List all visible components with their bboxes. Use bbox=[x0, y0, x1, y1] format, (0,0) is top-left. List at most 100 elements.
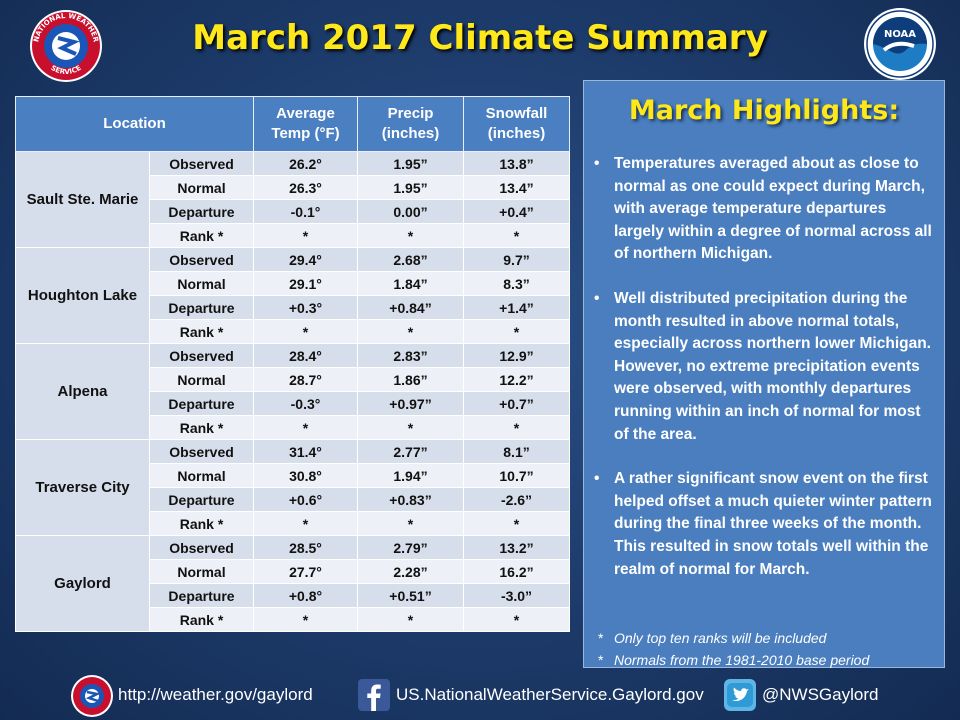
highlight-bullet-1: Temperatures averaged about as close to … bbox=[594, 153, 936, 266]
table-header-row: Location Average Temp (°F) Precip (inches)… bbox=[15, 96, 570, 152]
page-title: March 2017 Climate Summary bbox=[192, 18, 768, 58]
header-temp-line2: Temp (°F) bbox=[271, 125, 340, 142]
row-label: Normal bbox=[149, 367, 254, 392]
snowfall-value: 13.2” bbox=[463, 535, 570, 560]
table-row: Normal 30.8° 1.94” 10.7” bbox=[16, 463, 570, 488]
table-row: Rank * * * * bbox=[16, 223, 570, 248]
table-row: Rank * * * * bbox=[16, 415, 570, 440]
footnote-normals: * Normals from the 1981-2010 base period bbox=[598, 649, 869, 671]
location-name: Traverse City bbox=[15, 439, 150, 536]
precip-value: 2.68” bbox=[357, 247, 464, 272]
snowfall-value: 12.9” bbox=[463, 343, 570, 368]
temp-value: * bbox=[253, 223, 358, 248]
precip-value: +0.83” bbox=[357, 487, 464, 512]
location-name: Alpena bbox=[15, 343, 150, 440]
temp-value: 26.2° bbox=[253, 151, 358, 176]
header-snow-line1: Snowfall bbox=[485, 105, 548, 122]
row-label: Observed bbox=[149, 151, 254, 176]
temp-value: 28.7° bbox=[253, 367, 358, 392]
table-row: Traverse City Observed 31.4° 2.77” 8.1” bbox=[15, 439, 570, 536]
precip-value: 1.94” bbox=[357, 463, 464, 488]
temp-value: +0.3° bbox=[253, 295, 358, 320]
temp-value: * bbox=[253, 607, 358, 632]
precip-value: 1.84” bbox=[357, 271, 464, 296]
twitter-icon[interactable] bbox=[724, 679, 756, 711]
precip-value: * bbox=[357, 511, 464, 536]
table-row: Departure +0.8° +0.51” -3.0” bbox=[16, 583, 570, 608]
row-label: Departure bbox=[149, 391, 254, 416]
temp-value: -0.1° bbox=[253, 199, 358, 224]
precip-value: * bbox=[357, 223, 464, 248]
table-row: Normal 26.3° 1.95” 13.4” bbox=[16, 175, 570, 200]
table-row: Sault Ste. Marie Observed 26.2° 1.95” 13.8” bbox=[15, 151, 570, 248]
row-label: Departure bbox=[149, 199, 254, 224]
temp-value: +0.6° bbox=[253, 487, 358, 512]
snowfall-value: 13.8” bbox=[463, 151, 570, 176]
header-snow-line2: (inches) bbox=[487, 125, 546, 142]
header-temp: Average Temp (°F) bbox=[253, 96, 358, 152]
nws-logo: NATIONAL WEATHER SERVICE bbox=[30, 10, 102, 82]
highlight-bullet-3: A rather significant snow event on the f… bbox=[594, 468, 936, 581]
location-name: Sault Ste. Marie bbox=[15, 151, 150, 248]
header-precip: Precip (inches) bbox=[357, 96, 464, 152]
website-link[interactable]: http://weather.gov/gaylord bbox=[118, 685, 313, 704]
highlight-bullet-2: Well distributed precipitation during th… bbox=[594, 288, 936, 446]
precip-value: * bbox=[357, 415, 464, 440]
table-row: Houghton Lake Observed 29.4° 2.68” 9.7” bbox=[15, 247, 570, 344]
row-label: Rank * bbox=[149, 223, 254, 248]
row-label: Rank * bbox=[149, 319, 254, 344]
snowfall-value: 12.2” bbox=[463, 367, 570, 392]
temp-value: 29.1° bbox=[253, 271, 358, 296]
precip-value: 2.77” bbox=[357, 439, 464, 464]
row-label: Observed bbox=[149, 439, 254, 464]
snowfall-value: 9.7” bbox=[463, 247, 570, 272]
snowfall-value: * bbox=[463, 511, 570, 536]
row-label: Departure bbox=[149, 487, 254, 512]
header-location: Location bbox=[15, 96, 254, 152]
header-precip-line2: (inches) bbox=[381, 125, 440, 142]
facebook-icon[interactable] bbox=[358, 679, 390, 711]
precip-value: 1.95” bbox=[357, 151, 464, 176]
snowfall-value: -2.6” bbox=[463, 487, 570, 512]
row-label: Normal bbox=[149, 175, 254, 200]
table-row: Departure -0.3° +0.97” +0.7” bbox=[16, 391, 570, 416]
temp-value: 31.4° bbox=[253, 439, 358, 464]
row-label: Observed bbox=[149, 343, 254, 368]
facebook-link[interactable]: US.NationalWeatherService.Gaylord.gov bbox=[396, 685, 704, 704]
row-label: Normal bbox=[149, 271, 254, 296]
precip-value: 2.79” bbox=[357, 535, 464, 560]
footnotes: * Only top ten ranks will be included * No… bbox=[598, 627, 869, 671]
snowfall-value: * bbox=[463, 415, 570, 440]
header-precip-line1: Precip bbox=[387, 105, 434, 122]
precip-value: 0.00” bbox=[357, 199, 464, 224]
row-label: Departure bbox=[149, 295, 254, 320]
row-label: Observed bbox=[149, 247, 254, 272]
precip-value: 2.28” bbox=[357, 559, 464, 584]
snowfall-value: 13.4” bbox=[463, 175, 570, 200]
highlights-panel: March Highlights: Temperatures averaged … bbox=[583, 80, 945, 668]
temp-value: 27.7° bbox=[253, 559, 358, 584]
noaa-logo: NOAA bbox=[864, 8, 936, 80]
precip-value: 1.95” bbox=[357, 175, 464, 200]
temp-value: 28.4° bbox=[253, 343, 358, 368]
location-name: Houghton Lake bbox=[15, 247, 150, 344]
asterisk-icon: * bbox=[598, 630, 604, 646]
noaa-logo-text: NOAA bbox=[884, 29, 916, 40]
snowfall-value: 8.1” bbox=[463, 439, 570, 464]
snowfall-value: +0.7” bbox=[463, 391, 570, 416]
table-row: Alpena Observed 28.4° 2.83” 12.9” bbox=[15, 343, 570, 440]
twitter-handle[interactable]: @NWSGaylord bbox=[762, 685, 879, 704]
precip-value: +0.51” bbox=[357, 583, 464, 608]
nws-logo-text-bottom: SERVICE bbox=[49, 64, 82, 76]
precip-value: 1.86” bbox=[357, 367, 464, 392]
row-label: Departure bbox=[149, 583, 254, 608]
table-row: Rank * * * * bbox=[16, 319, 570, 344]
snowfall-value: 8.3” bbox=[463, 271, 570, 296]
temp-value: 26.3° bbox=[253, 175, 358, 200]
table-row: Gaylord Observed 28.5° 2.79” 13.2” bbox=[15, 535, 570, 632]
footnote-normals-text: Normals from the 1981-2010 base period bbox=[614, 652, 870, 668]
snowfall-value: +1.4” bbox=[463, 295, 570, 320]
precip-value: * bbox=[357, 607, 464, 632]
temp-value: * bbox=[253, 415, 358, 440]
footnote-ranks: * Only top ten ranks will be included bbox=[598, 627, 869, 649]
